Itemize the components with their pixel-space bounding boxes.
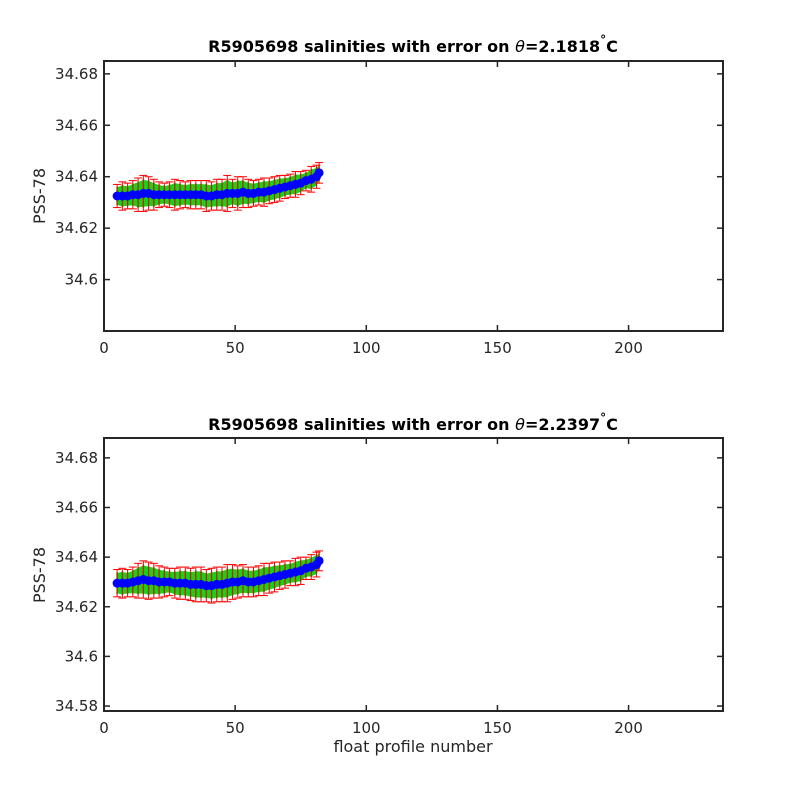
panel-bottom-frame <box>103 437 724 712</box>
panel-top-ylabel: PSS-78 <box>30 168 49 224</box>
panel-bottom-plot-area: 0 50 100 150 200 34.58 34.6 34.62 34.64 34.66 34.6… <box>55 438 723 737</box>
panel-top-xtick-label: 0 <box>99 339 109 357</box>
panel-top-ytick-label: 34.66 <box>55 116 98 134</box>
panel-bottom-xtick-label: 200 <box>614 719 643 737</box>
panel-top-ytick-label: 34.62 <box>55 219 98 237</box>
panel-bottom-ytick-label: 34.62 <box>55 598 98 616</box>
panel-bottom-title: R5905698 salinities with error on θ=2.23… <box>208 411 618 434</box>
panel-top-ytick-label: 34.64 <box>55 168 98 186</box>
panel-top-data-point <box>314 168 324 178</box>
panel-top-ytick-label: 34.6 <box>65 271 98 289</box>
panel-top: R5905698 salinities with error on θ=2.18… <box>30 33 724 357</box>
panel-top-frame <box>103 60 724 332</box>
panel-bottom-xtick-label: 50 <box>226 719 245 737</box>
panel-bottom-xlabel: float profile number <box>333 737 493 756</box>
panel-bottom-ytick-label: 34.68 <box>55 449 98 467</box>
panel-bottom-data-point <box>314 556 324 566</box>
panel-bottom-ytick-label: 34.58 <box>55 697 98 715</box>
panel-bottom-ytick-label: 34.66 <box>55 498 98 516</box>
panel-bottom-xtick-label: 150 <box>483 719 512 737</box>
panel-top-xtick-label: 50 <box>226 339 245 357</box>
panel-bottom-ylabel: PSS-78 <box>30 547 49 603</box>
panel-bottom-ytick-label: 34.6 <box>65 647 98 665</box>
panel-top-xtick-label: 100 <box>352 339 381 357</box>
panel-top-xtick-label: 150 <box>483 339 512 357</box>
panel-top-xtick-label: 200 <box>614 339 643 357</box>
panel-bottom-xtick-label: 0 <box>99 719 109 737</box>
panel-top-ytick-label: 34.68 <box>55 65 98 83</box>
panel-bottom: R5905698 salinities with error on θ=2.23… <box>30 411 724 756</box>
panel-bottom-xtick-label: 100 <box>352 719 381 737</box>
panel-top-title: R5905698 salinities with error on θ=2.18… <box>208 33 618 56</box>
panel-top-plot-area: 0 50 100 150 200 34.6 34.62 34.64 34.66 34.68 <box>55 61 723 357</box>
panel-bottom-ytick-label: 34.64 <box>55 548 98 566</box>
